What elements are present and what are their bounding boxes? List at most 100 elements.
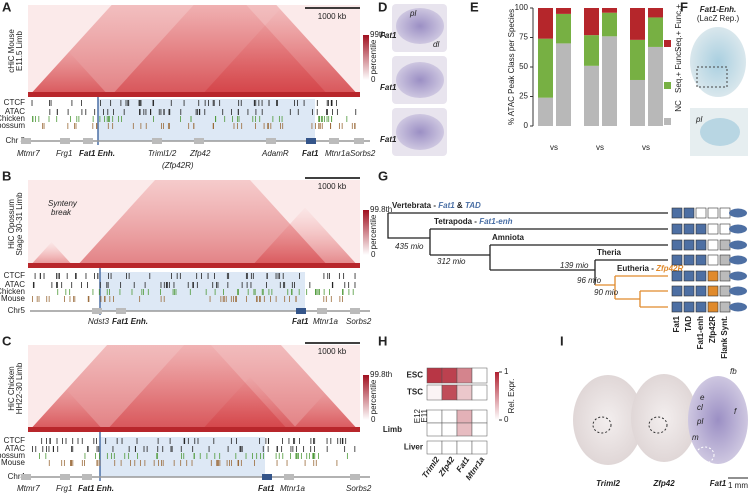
bar-segment [648, 8, 663, 18]
heat-cell [471, 384, 488, 401]
gene-box [262, 474, 272, 480]
label: CTCF [4, 436, 25, 445]
legend-swatch [664, 40, 671, 47]
label: 1000 kb [318, 12, 347, 21]
trait-cell [683, 223, 695, 235]
gene-label: Fat1 Enh. [112, 317, 148, 326]
gene-box [306, 138, 316, 144]
trait-cell [695, 270, 707, 282]
limb-outline [648, 416, 668, 434]
gene-label: Fat1 [380, 135, 397, 144]
label: 0 [504, 415, 509, 424]
label: Limb [383, 425, 402, 434]
gene-label: Sorbs2 [346, 484, 372, 493]
label: pl [409, 9, 416, 18]
heat-cell [471, 409, 488, 424]
label: dl [433, 40, 439, 49]
bar-segment [556, 8, 571, 14]
embryo-image [573, 375, 643, 465]
clade-part: TAD [465, 201, 481, 210]
legend-label: Seq.+ Func.+ [674, 4, 683, 52]
heat-cell [426, 384, 443, 401]
lacz-embryo [690, 27, 746, 97]
label: Chr 8 [5, 136, 25, 145]
heat-cell [441, 384, 458, 401]
trait-cell [671, 301, 683, 313]
bar-segment [602, 12, 617, 37]
gene-label: (Zfp42R) [162, 161, 194, 170]
limb-outline [695, 446, 715, 464]
enhancer-region [98, 99, 315, 141]
tad-triangle [75, 180, 330, 268]
gene-label: Sorbs2 [346, 317, 372, 326]
heat-cell [441, 440, 458, 455]
heat-cell [441, 367, 458, 384]
y-tick-label: 0 [524, 121, 529, 130]
label: e [700, 393, 705, 402]
label: 0 [371, 415, 376, 424]
clade-part: Zfp42R [655, 264, 683, 273]
trait-cell [695, 254, 707, 266]
label: cHiC Mouse [7, 29, 16, 73]
label: percentile [369, 214, 378, 249]
label: ATAC [5, 280, 25, 289]
panel-label: H [378, 333, 387, 348]
bar-segment [538, 97, 553, 126]
bar-segment [584, 65, 599, 126]
bar-segment [602, 36, 617, 126]
limb-bud [396, 114, 444, 150]
bar-segment [648, 46, 663, 126]
label: Opossum [0, 121, 25, 130]
y-tick-label: 50 [519, 62, 528, 71]
colorbar [495, 372, 499, 420]
panel-label: F [680, 0, 688, 14]
clade-label: Eutheria - Zfp42R [617, 264, 683, 273]
limb-bud [396, 62, 444, 98]
trait-cell [671, 223, 683, 235]
label: 99th [370, 30, 386, 39]
gene-box [194, 138, 204, 144]
label: HiC Opossum [7, 199, 16, 249]
column-label: Triml2 [420, 455, 441, 480]
legend-label: NC [674, 100, 683, 112]
diagonal-band [28, 92, 360, 97]
label: HH22-30 Limb [15, 362, 24, 414]
clade-label: Amniota [492, 233, 525, 242]
label: CTCF [4, 271, 25, 280]
label: Opossum [0, 451, 25, 460]
label: 90 mio [594, 288, 619, 297]
gene-box [329, 138, 339, 144]
trait-cell [671, 254, 683, 266]
gene-label: Mtnr1a [280, 484, 305, 493]
panel-label: D [378, 0, 387, 14]
label: Fat1 [672, 315, 681, 332]
trait-cell [695, 239, 707, 251]
gene-box [83, 138, 93, 144]
gene-label: Ndst3 [88, 317, 109, 326]
heat-cell [441, 409, 458, 424]
trait-cell [707, 285, 719, 297]
tad-triangle [28, 242, 75, 268]
trait-cell [683, 285, 695, 297]
bar-segment [538, 8, 553, 39]
row-label: ESC [407, 371, 424, 380]
trait-cell [683, 301, 695, 313]
heat-cell [456, 384, 473, 401]
trait-cell [719, 254, 731, 266]
label: Synteny [48, 199, 78, 208]
embryo-image [688, 376, 748, 464]
gene-label: Fat1 [710, 479, 727, 488]
hic-map [28, 5, 360, 97]
label: Zfp42R [708, 316, 717, 343]
bar-segment [584, 8, 599, 36]
species-icon [729, 224, 747, 234]
gene-box [350, 308, 360, 314]
gene-label: Mtmr7 [17, 484, 40, 493]
species-icon [729, 286, 747, 296]
trait-cell [671, 207, 683, 219]
label: vs [550, 143, 558, 152]
y-tick-label: 75 [519, 33, 528, 42]
diagonal-band [28, 427, 360, 432]
heat-cell [441, 422, 458, 437]
embryo-image [631, 374, 697, 462]
